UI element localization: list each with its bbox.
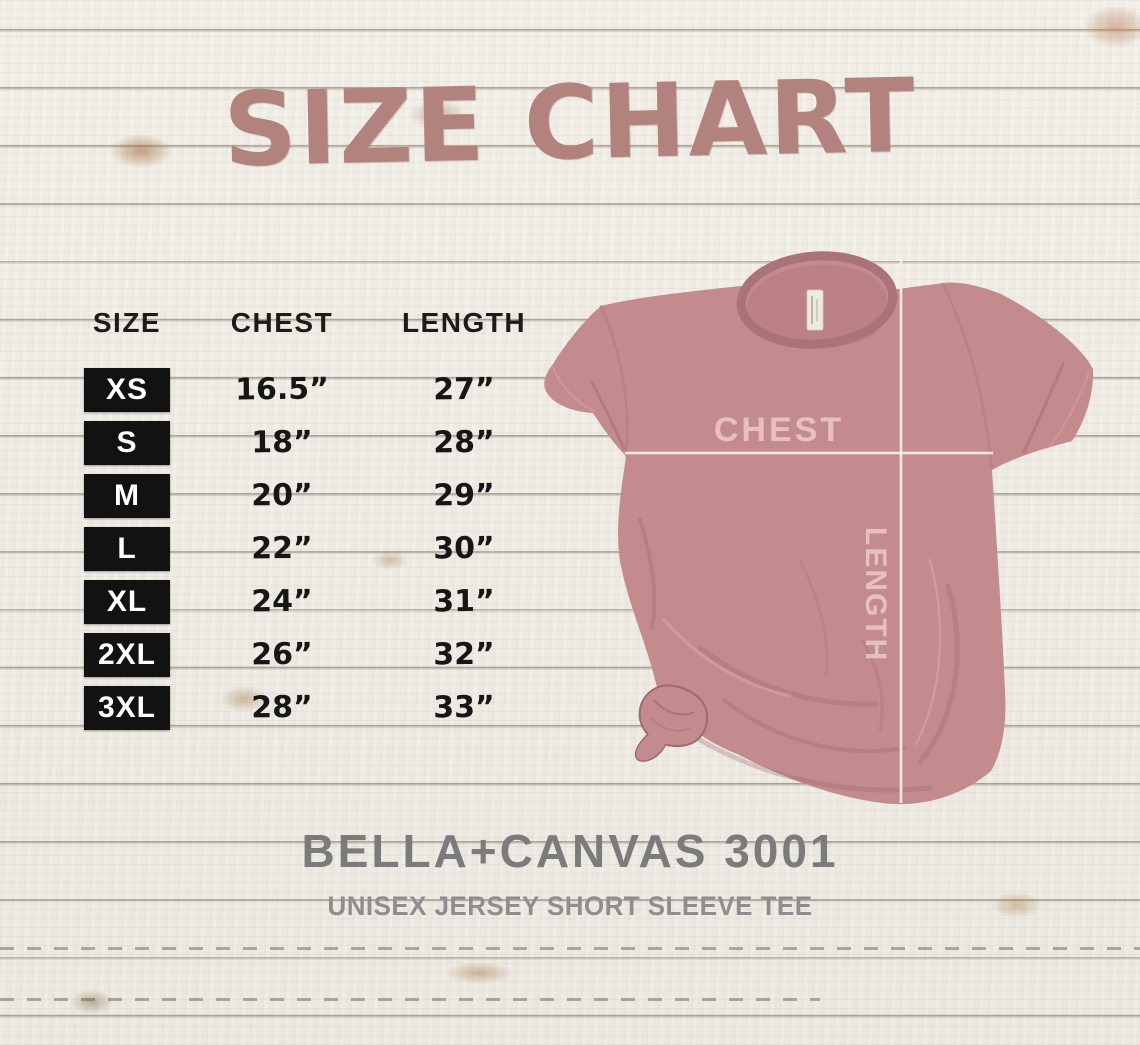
tshirt-body xyxy=(544,254,1094,805)
size-badge-cell: XS xyxy=(78,367,176,412)
chest-measure-label: CHEST xyxy=(714,411,844,449)
plank-seam xyxy=(0,998,820,1001)
table-row: 2XL 26” 32” xyxy=(78,628,540,681)
page-title: SIZE CHART xyxy=(222,56,918,191)
size-label: 3XL xyxy=(97,690,157,724)
size-label: M xyxy=(114,478,140,512)
size-badge: L xyxy=(84,526,170,571)
size-badge-cell: L xyxy=(78,526,176,571)
size-badge-cell: XL xyxy=(78,579,176,624)
product-name: BELLA+CANVAS 3001 xyxy=(301,825,839,877)
size-badge: XS xyxy=(84,367,170,412)
size-label: XL xyxy=(106,584,148,618)
plank-seam xyxy=(0,947,1140,950)
table-row: S 18” 28” xyxy=(78,416,540,469)
size-badge-cell: M xyxy=(78,473,176,518)
size-badge: 2XL xyxy=(84,632,170,677)
hem-knot xyxy=(634,684,709,762)
size-badge-cell: S xyxy=(78,420,176,465)
table-row: XS 16.5” 27” xyxy=(78,363,540,416)
chest-value: 18” xyxy=(251,424,313,461)
size-badge-cell: 3XL xyxy=(78,685,176,730)
tshirt-photo: CHEST LENGTH xyxy=(515,222,1127,832)
size-label: S xyxy=(116,425,138,459)
column-header-length: LENGTH xyxy=(401,307,527,338)
table-header-row: SIZE CHEST LENGTH xyxy=(78,300,540,346)
chest-value: 24” xyxy=(251,583,313,620)
table-body: XS 16.5” 27” S 18” 28” M xyxy=(78,363,540,734)
size-badge: M xyxy=(84,473,170,518)
size-table: SIZE CHEST LENGTH XS 16.5” 27” S xyxy=(78,300,540,734)
column-header-size: SIZE xyxy=(92,307,162,338)
size-badge: S xyxy=(84,420,170,465)
tshirt-collar-band xyxy=(736,251,898,349)
product-subtitle: UNISEX JERSEY SHORT SLEEVE TEE xyxy=(327,891,813,921)
chest-value: 28” xyxy=(251,689,313,726)
table-row: XL 24” 31” xyxy=(78,575,540,628)
column-header-chest: CHEST xyxy=(230,307,334,338)
size-label: 2XL xyxy=(97,637,157,671)
length-measure-label: LENGTH xyxy=(859,527,892,662)
sleeve-cuff-folds xyxy=(552,282,1090,470)
size-label: XS xyxy=(105,372,149,406)
size-badge: 3XL xyxy=(84,685,170,730)
size-label: L xyxy=(117,531,137,565)
chest-value: 26” xyxy=(251,636,313,673)
table-row: M 20” 29” xyxy=(78,469,540,522)
size-badge: XL xyxy=(84,579,170,624)
size-badge-cell: 2XL xyxy=(78,632,176,677)
chest-value: 16.5” xyxy=(234,371,330,408)
chest-value: 20” xyxy=(251,477,313,514)
table-row: 3XL 28” 33” xyxy=(78,681,540,734)
neck-tag xyxy=(806,289,824,331)
table-row: L 22” 30” xyxy=(78,522,540,575)
chest-value: 22” xyxy=(251,530,313,567)
